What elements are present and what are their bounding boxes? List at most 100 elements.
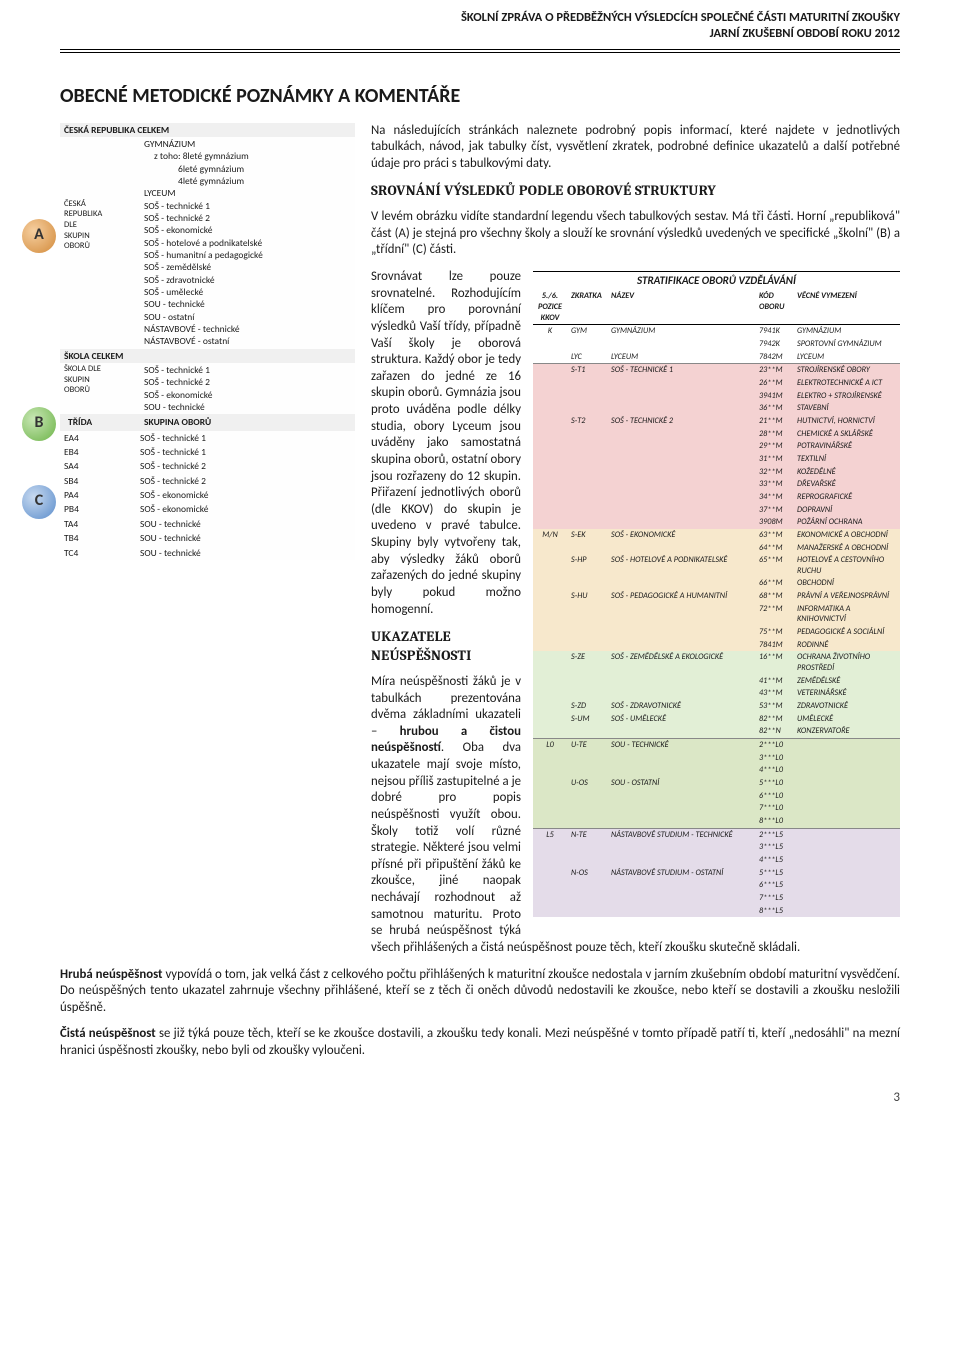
trida-cell-r: SOŠ - ekonomické xyxy=(100,502,355,516)
strat-cell: 21**M xyxy=(755,415,793,428)
strat-cell: OCHRANA ŽIVOTNÍHO PROSTŘEDÍ xyxy=(793,651,900,674)
page-number: 3 xyxy=(60,1090,900,1107)
strat-cell: 23**M xyxy=(755,364,793,377)
legend-item: SOŠ - umělecké xyxy=(144,286,351,298)
paragraph-srovnani-1: V levém obrázku vidíte standardní legend… xyxy=(371,209,900,259)
strat-row: 33**MDŘEVAŘSKÉ xyxy=(533,478,900,491)
strat-cell xyxy=(607,687,755,700)
strat-cell: KONZERVATOŘE xyxy=(793,725,900,738)
strat-cell xyxy=(607,478,755,491)
legend-skola-left: ŠKOLA DLE SKUPIN OBORŮ xyxy=(60,363,140,414)
strat-cell: STAVEBNÍ xyxy=(793,402,900,415)
strat-cell: UMĚLECKÉ xyxy=(793,713,900,726)
strat-cell xyxy=(793,752,900,765)
strat-cell: S-HP xyxy=(567,554,607,577)
strat-cell xyxy=(533,675,567,688)
strat-cell xyxy=(533,590,567,603)
skola-l1: ŠKOLA DLE xyxy=(64,364,136,375)
strat-cell xyxy=(533,466,567,479)
strat-cell: 7942K xyxy=(755,338,793,351)
strat-cell xyxy=(533,491,567,504)
strat-cell xyxy=(793,802,900,815)
two-column-region: A B C ČESKÁ REPUBLIKA CELKEM ČESKÁ REPUB… xyxy=(60,123,900,967)
trida-cell-r: SOU - technické xyxy=(100,517,355,531)
legend-skola-block: ŠKOLA DLE SKUPIN OBORŮ SOŠ - technické 1… xyxy=(60,363,355,414)
strat-cell xyxy=(793,764,900,777)
trida-row: TA4SOU - technické xyxy=(60,517,355,531)
strat-cell xyxy=(567,377,607,390)
strat-cell xyxy=(533,377,567,390)
strat-row: 8***L5 xyxy=(533,905,900,918)
strat-cell xyxy=(533,577,567,590)
strat-cell xyxy=(567,905,607,918)
strat-cell xyxy=(607,752,755,765)
strat-cell xyxy=(607,802,755,815)
strat-cell xyxy=(567,790,607,803)
strat-row: 3***L5 xyxy=(533,841,900,854)
legend-trida-header-row: TŘÍDA SKUPINA OBORŮ xyxy=(60,414,355,430)
text-column: Na následujících stránkách naleznete pod… xyxy=(371,123,900,967)
strat-row: 75**MPEDAGOGICKÉ A SOCIÁLNÍ xyxy=(533,626,900,639)
strat-cell xyxy=(533,854,567,867)
section-heading-srovnani: SROVNÁNÍ VÝSLEDKŮ PODLE OBOROVÉ STRUKTUR… xyxy=(371,182,900,201)
paragraph-cista: Čistá neúspěšnost se již týká pouze těch… xyxy=(60,1026,900,1059)
strat-cell: LYCEUM xyxy=(607,351,755,364)
strat-h3: NÁZEV xyxy=(607,290,755,324)
strat-cell: ELEKTRO + STROJÍRENSKÉ xyxy=(793,390,900,403)
strat-cell xyxy=(607,428,755,441)
strat-cell xyxy=(533,516,567,529)
trida-cell-l: TC4 xyxy=(60,546,100,560)
strat-cell xyxy=(567,841,607,854)
strat-cell xyxy=(567,687,607,700)
strat-cell xyxy=(533,390,567,403)
strat-row: 37**MDOPRAVNÍ xyxy=(533,504,900,517)
header-rule-thin xyxy=(60,52,900,53)
strat-cell xyxy=(533,700,567,713)
strat-cell: 34**M xyxy=(755,491,793,504)
strat-cell: L0 xyxy=(533,739,567,752)
strat-cell xyxy=(533,651,567,674)
strat-row: LYCLYCEUM7842MLYCEUM xyxy=(533,351,900,364)
strat-cell xyxy=(607,675,755,688)
strat-cell: 7842M xyxy=(755,351,793,364)
strat-cell: S-HU xyxy=(567,590,607,603)
trida-row: TB4SOU - technické xyxy=(60,531,355,545)
trida-head-l: TŘÍDA xyxy=(64,415,104,429)
strat-row: U-OSSOU - OSTATNÍ5***L0 xyxy=(533,777,900,790)
strat-cell xyxy=(533,402,567,415)
strat-cell: SOŠ - TECHNICKÉ 1 xyxy=(607,364,755,377)
strat-cell: 3***L5 xyxy=(755,841,793,854)
header-line2: JARNÍ ZKUŠEBNÍ OBDOBÍ ROKU 2012 xyxy=(60,26,900,42)
strat-cell xyxy=(793,892,900,905)
strat-cell: 5***L0 xyxy=(755,777,793,790)
strat-cell: LYC xyxy=(567,351,607,364)
strat-cell: 7841M xyxy=(755,639,793,652)
legend-item: NÁSTAVBOVÉ - technické xyxy=(144,323,351,335)
strat-row: 36**MSTAVEBNÍ xyxy=(533,402,900,415)
strat-cell: 7***L5 xyxy=(755,892,793,905)
strat-cell xyxy=(607,854,755,867)
strat-cell xyxy=(533,905,567,918)
strat-cell: SOŠ - ZEMĚDĚLSKÉ A EKOLOGICKÉ xyxy=(607,651,755,674)
legend-item: SOŠ - technické 1 xyxy=(144,200,351,212)
trida-cell-l: EB4 xyxy=(60,445,100,459)
legend-item: SOU - ostatní xyxy=(144,311,351,323)
strat-cell: 2***L0 xyxy=(755,739,793,752)
strat-cell: 8***L5 xyxy=(755,905,793,918)
strat-row: 32**MKOŽEDĚLNÉ xyxy=(533,466,900,479)
strat-cell xyxy=(533,542,567,555)
strat-cell xyxy=(607,603,755,626)
strat-cell xyxy=(567,764,607,777)
strat-cell xyxy=(533,752,567,765)
strat-row: 7***L0 xyxy=(533,802,900,815)
strat-cell: 33**M xyxy=(755,478,793,491)
strat-row: 31**MTEXTILNÍ xyxy=(533,453,900,466)
strat-cell xyxy=(793,828,900,841)
strat-cell xyxy=(567,603,607,626)
strat-cell xyxy=(607,639,755,652)
skola-l3: OBORŮ xyxy=(64,385,136,396)
trida-cell-l: TA4 xyxy=(60,517,100,531)
strat-cell: HUTNICTVÍ, HORNICTVÍ xyxy=(793,415,900,428)
trida-cell-l: TB4 xyxy=(60,531,100,545)
legend-box: ČESKÁ REPUBLIKA CELKEM ČESKÁ REPUBLIKA D… xyxy=(60,123,355,560)
